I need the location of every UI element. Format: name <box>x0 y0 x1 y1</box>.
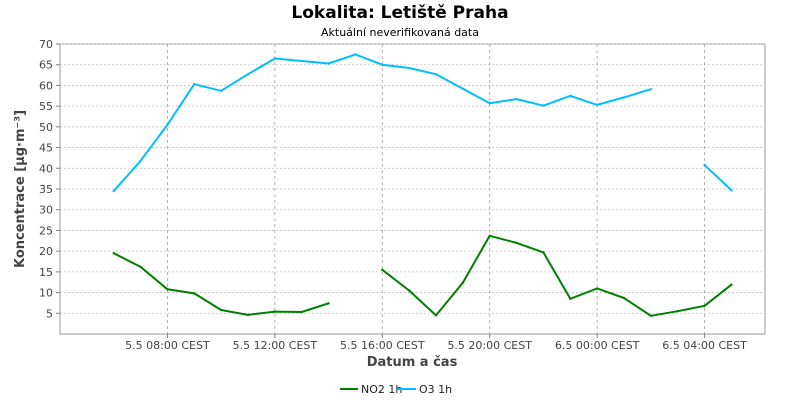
legend-label: O3 1h <box>419 383 452 396</box>
y-axis-title: Koncentrace [µg·m⁻³] <box>13 110 28 268</box>
y-tick-label: 55 <box>39 100 53 113</box>
x-axis: 5.5 08:00 CEST 5.5 12:00 CEST 5.5 16:00 CE… <box>125 334 747 352</box>
chart-title: Lokalita: Letiště Praha <box>291 3 508 23</box>
series-o3-1h <box>112 53 733 193</box>
series-line <box>112 53 733 192</box>
series-no2-1h <box>112 234 733 317</box>
y-tick-label: 65 <box>39 59 53 72</box>
x-axis-title: Datum a čas <box>367 355 458 370</box>
x-tick-label: 5.5 08:00 CEST <box>125 339 210 352</box>
legend: NO2 1h O3 1h <box>340 383 452 396</box>
x-tick-label: 6.5 04:00 CEST <box>662 339 747 352</box>
legend-item: NO2 1h <box>340 383 402 396</box>
y-tick-label: 60 <box>39 79 53 92</box>
legend-label: NO2 1h <box>361 383 402 396</box>
series-layer <box>112 53 733 317</box>
y-tick-label: 5 <box>46 307 53 320</box>
x-tick-label: 5.5 12:00 CEST <box>233 339 318 352</box>
y-tick-label: 40 <box>39 162 53 175</box>
y-tick-label: 45 <box>39 142 53 155</box>
x-tick-label: 5.5 16:00 CEST <box>340 339 425 352</box>
y-tick-label: 10 <box>39 287 53 300</box>
legend-item: O3 1h <box>398 383 452 396</box>
y-tick-label: 50 <box>39 121 53 134</box>
y-tick-label: 30 <box>39 204 53 217</box>
y-axis: 5 10 15 20 25 30 35 40 45 50 55 60 65 70 <box>39 38 60 320</box>
x-tick-label: 6.5 00:00 CEST <box>555 339 640 352</box>
y-tick-label: 25 <box>39 224 53 237</box>
y-tick-label: 15 <box>39 266 53 279</box>
series-line <box>113 234 733 317</box>
y-tick-label: 20 <box>39 245 53 258</box>
y-tick-label: 70 <box>39 38 53 51</box>
y-tick-label: 35 <box>39 183 53 196</box>
chart-subtitle: Aktuální neverifikovaná data <box>321 26 479 39</box>
x-tick-label: 5.5 20:00 CEST <box>447 339 532 352</box>
